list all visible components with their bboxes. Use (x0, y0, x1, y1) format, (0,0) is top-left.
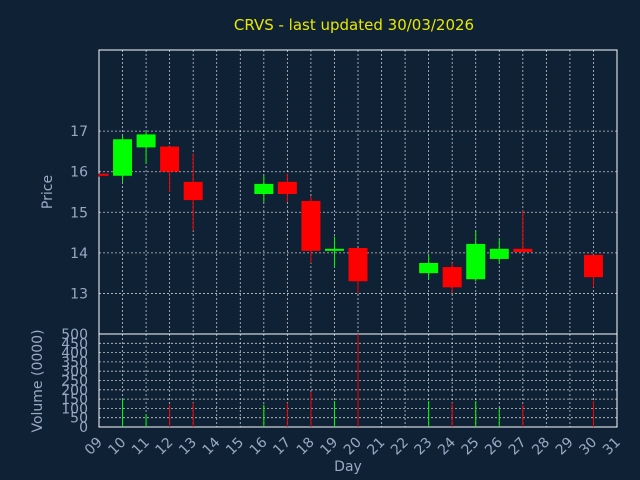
x-tick-label: 15 (223, 435, 247, 459)
chart-title: CRVS - last updated 30/03/2026 (234, 16, 474, 34)
volume-tick-label: 50 (70, 411, 88, 427)
candle-body (254, 183, 274, 195)
x-tick-label: 30 (576, 435, 600, 459)
x-tick-label: 23 (412, 435, 436, 459)
x-tick-label: 29 (553, 435, 577, 459)
x-tick-labels: 09 10 11 12 13 14 15 16 17 18 19 20 21 22 23 24 25 26 27 28… (82, 434, 624, 458)
candle-body (466, 243, 486, 280)
price-tick-label: 17 (70, 124, 88, 140)
x-tick-label: 18 (294, 435, 318, 459)
candles (98, 131, 603, 294)
x-axis-label: Day (334, 459, 362, 475)
volume-axis-label: Volume (0000) (30, 329, 46, 432)
volume-tick-label: 250 (61, 374, 88, 390)
candle-body (348, 247, 368, 282)
x-tick-label: 09 (82, 435, 106, 459)
candle-body (442, 267, 462, 288)
candle-body (513, 248, 533, 253)
price-axis-label: Price (40, 175, 56, 209)
volume-tick-label: 500 (61, 327, 88, 343)
volume-tick-label: 100 (61, 401, 88, 417)
price-tick-label: 15 (70, 205, 88, 221)
x-tick-label: 25 (459, 435, 483, 459)
candle-body (419, 263, 439, 274)
x-tick-label: 21 (364, 435, 388, 459)
x-tick-label: 17 (270, 435, 294, 459)
price-tick-label: 16 (70, 165, 88, 181)
candle-body (489, 248, 509, 259)
x-tick-label: 22 (388, 435, 412, 459)
candle-body (136, 134, 156, 148)
candle-body (324, 248, 344, 251)
volume-tick-label: 450 (61, 336, 88, 352)
volume-tick-label: 0 (79, 420, 88, 436)
price-tick-label: 14 (70, 246, 88, 262)
candle-body (113, 139, 133, 176)
volume-tick-label: 400 (61, 346, 88, 362)
candle-body (583, 254, 603, 278)
x-tick-label: 12 (153, 435, 177, 459)
x-tick-label: 27 (506, 435, 530, 459)
candle-body (277, 181, 297, 195)
volume-bars (122, 334, 594, 427)
x-tick-label: 24 (435, 434, 459, 458)
volume-tick-label: 350 (61, 355, 88, 371)
x-tick-label: 28 (529, 435, 553, 459)
price-tick-labels: 13 14 15 16 17 (70, 124, 88, 302)
volume-tick-label: 150 (61, 392, 88, 408)
candle-body (99, 173, 109, 176)
x-tick-label: 20 (341, 435, 365, 459)
volume-tick-label: 200 (61, 383, 88, 399)
candle-body (301, 200, 321, 251)
volume-tick-label: 300 (61, 364, 88, 380)
x-tick-label: 19 (317, 435, 341, 459)
x-tick-label: 31 (600, 435, 624, 459)
x-tick-label: 11 (129, 435, 153, 459)
candle-body (160, 146, 180, 172)
candle-body (183, 181, 203, 201)
x-tick-label: 16 (247, 434, 271, 458)
x-tick-label: 14 (200, 434, 224, 458)
price-tick-label: 13 (70, 286, 88, 302)
x-tick-label: 13 (176, 435, 200, 459)
x-tick-label: 10 (105, 435, 129, 459)
x-tick-label: 26 (482, 434, 506, 458)
